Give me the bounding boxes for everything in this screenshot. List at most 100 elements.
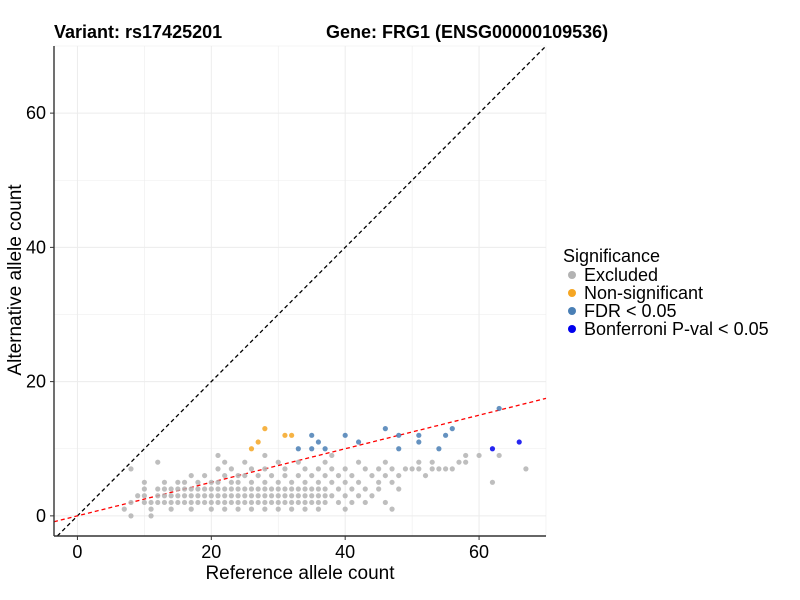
point-excluded [175, 493, 181, 499]
point-excluded [322, 493, 328, 499]
point-excluded [389, 479, 395, 485]
point-excluded [208, 479, 214, 485]
point-excluded [215, 466, 221, 472]
point-excluded [342, 506, 348, 512]
point-excluded [329, 479, 335, 485]
point-excluded [268, 499, 275, 506]
point-excluded [289, 499, 295, 506]
point-excluded [195, 486, 201, 492]
point-excluded [222, 499, 228, 506]
point-excluded [309, 499, 315, 506]
point-excluded [489, 479, 496, 485]
point-excluded [429, 459, 435, 465]
point-excluded [222, 472, 228, 479]
point-excluded [235, 486, 241, 492]
point-excluded [262, 506, 268, 512]
point-fdr-0-05 [382, 426, 388, 432]
point-excluded [335, 499, 342, 506]
point-excluded [148, 506, 154, 512]
point-excluded [255, 499, 261, 506]
point-excluded [222, 493, 228, 499]
y-tick-label: 20 [26, 372, 46, 392]
point-excluded [248, 506, 255, 512]
point-excluded [349, 486, 355, 492]
point-excluded [235, 493, 241, 499]
point-excluded [429, 466, 435, 472]
point-excluded [268, 486, 275, 492]
point-excluded [141, 493, 147, 499]
x-tick-label: 20 [201, 542, 221, 562]
point-excluded [262, 466, 268, 472]
point-non-significant [248, 446, 255, 452]
point-excluded [355, 493, 362, 499]
point-excluded [128, 499, 134, 506]
point-fdr-0-05 [315, 439, 322, 445]
point-non-significant [262, 426, 268, 432]
point-non-significant [282, 432, 288, 438]
point-excluded [128, 466, 134, 472]
point-excluded [382, 499, 388, 506]
point-excluded [235, 472, 241, 479]
point-excluded [242, 499, 248, 506]
point-excluded [135, 493, 141, 499]
point-excluded [322, 486, 328, 492]
point-excluded [141, 499, 147, 506]
x-tick-label: 0 [72, 542, 82, 562]
point-excluded [275, 459, 281, 465]
legend-label-excluded: Excluded [584, 265, 658, 285]
y-tick-label: 40 [26, 237, 46, 257]
point-excluded [248, 486, 255, 492]
point-excluded [181, 499, 188, 506]
point-excluded [141, 479, 147, 485]
point-excluded [255, 486, 261, 492]
point-excluded [342, 479, 348, 485]
point-excluded [396, 486, 402, 492]
point-excluded [242, 459, 248, 465]
point-excluded [161, 499, 168, 506]
point-excluded [302, 493, 308, 499]
point-excluded [208, 506, 214, 512]
point-excluded [242, 486, 248, 492]
point-excluded [275, 499, 281, 506]
point-excluded [309, 486, 315, 492]
point-excluded [289, 486, 295, 492]
point-excluded [262, 499, 268, 506]
point-excluded [148, 499, 154, 506]
point-excluded [208, 493, 214, 499]
point-excluded [228, 479, 234, 485]
point-excluded [315, 466, 322, 472]
point-excluded [248, 466, 255, 472]
point-excluded [195, 499, 201, 506]
point-excluded [202, 486, 208, 492]
point-excluded [168, 486, 174, 492]
point-excluded [268, 493, 275, 499]
point-excluded [222, 486, 228, 492]
y-axis-title: Alternative allele count [5, 184, 26, 376]
point-excluded [275, 486, 281, 492]
point-bonferroni-p-val-0-05 [489, 446, 496, 452]
point-excluded [228, 493, 234, 499]
point-excluded [282, 466, 288, 472]
point-excluded [315, 486, 322, 492]
point-excluded [335, 472, 342, 479]
point-excluded [242, 493, 248, 499]
point-excluded [396, 472, 402, 479]
point-excluded [168, 499, 174, 506]
point-excluded [275, 493, 281, 499]
point-excluded [262, 452, 268, 459]
point-non-significant [255, 439, 261, 445]
point-excluded [282, 472, 288, 479]
point-fdr-0-05 [396, 432, 402, 438]
y-tick-label: 0 [36, 506, 46, 526]
point-excluded [295, 459, 301, 465]
x-tick-label: 60 [469, 542, 489, 562]
point-excluded [215, 479, 221, 485]
point-excluded [322, 472, 328, 479]
legend-title: Significance [563, 246, 660, 266]
point-excluded [476, 452, 482, 459]
point-excluded [161, 479, 168, 485]
point-excluded [523, 466, 529, 472]
point-excluded [202, 499, 208, 506]
point-excluded [168, 506, 174, 512]
point-excluded [342, 493, 348, 499]
